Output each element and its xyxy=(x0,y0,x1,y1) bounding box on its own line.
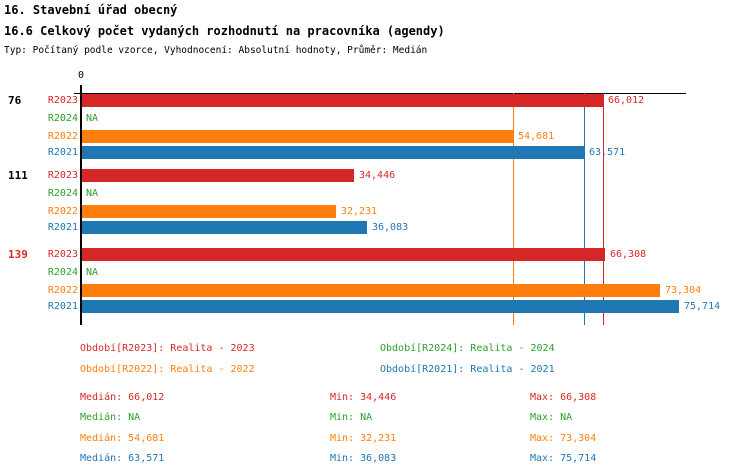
legend-item: Období[R2023]: Realita - 2023 xyxy=(80,343,255,354)
bar-value-label: 54,681 xyxy=(518,131,555,142)
bar-r2022 xyxy=(82,284,660,297)
reference-line-r2022 xyxy=(513,93,514,325)
legend-item: Období[R2022]: Realita - 2022 xyxy=(80,364,255,375)
reference-line-r2023 xyxy=(603,93,604,325)
chart-subtitle: 16.6 Celkový počet vydaných rozhodnutí n… xyxy=(4,24,445,38)
bar-value-label: 66,308 xyxy=(610,249,647,260)
median-cell: Medián: 66,012 xyxy=(80,392,165,403)
bar-r2023 xyxy=(82,248,605,261)
row-label-r2024: R2024 xyxy=(47,113,78,124)
min-cell: Min: 34,446 xyxy=(330,392,397,403)
row-label-r2023: R2023 xyxy=(47,170,78,181)
bar-r2022 xyxy=(82,130,513,143)
legend-item: Období[R2021]: Realita - 2021 xyxy=(380,364,555,375)
axis-origin-label: 0 xyxy=(77,70,85,81)
page-title: 16. Stavební úřad obecný xyxy=(4,3,178,17)
group-label: 76 xyxy=(8,94,22,107)
bar-value-label: NA xyxy=(86,188,99,199)
bar-r2021 xyxy=(82,146,584,159)
row-label-r2024: R2024 xyxy=(47,267,78,278)
bar-r2023 xyxy=(82,169,354,182)
x-axis-top-line xyxy=(74,93,686,94)
bar-r2022 xyxy=(82,205,336,218)
bar-value-label: NA xyxy=(86,267,99,278)
row-label-r2024: R2024 xyxy=(47,188,78,199)
min-cell: Min: 36,083 xyxy=(330,453,397,464)
median-cell: Medián: 63,571 xyxy=(80,453,165,464)
bar-r2021 xyxy=(82,221,367,234)
bar-value-label: 66,012 xyxy=(608,95,645,106)
chart-meta-line: Typ: Počítaný podle vzorce, Vyhodnocení:… xyxy=(4,45,428,56)
bar-value-label: 75,714 xyxy=(684,301,721,312)
row-label-r2023: R2023 xyxy=(47,249,78,260)
max-cell: Max: NA xyxy=(530,412,573,423)
y-axis-line xyxy=(80,85,82,325)
row-label-r2022: R2022 xyxy=(47,131,78,142)
bar-value-label: 63,571 xyxy=(589,147,626,158)
max-cell: Max: 73,304 xyxy=(530,433,597,444)
max-cell: Max: 75,714 xyxy=(530,453,597,464)
bar-value-label: 36,083 xyxy=(372,222,409,233)
bar-r2023 xyxy=(82,94,603,107)
median-cell: Medián: NA xyxy=(80,412,141,423)
bar-value-label: NA xyxy=(86,113,99,124)
min-cell: Min: 32,231 xyxy=(330,433,397,444)
row-label-r2021: R2021 xyxy=(47,222,78,233)
bar-value-label: 34,446 xyxy=(359,170,396,181)
max-cell: Max: 66,308 xyxy=(530,392,597,403)
group-label: 139 xyxy=(8,248,28,261)
bar-r2021 xyxy=(82,300,679,313)
median-cell: Medián: 54,681 xyxy=(80,433,165,444)
row-label-r2021: R2021 xyxy=(47,301,78,312)
legend-item: Období[R2024]: Realita - 2024 xyxy=(380,343,555,354)
row-label-r2023: R2023 xyxy=(47,95,78,106)
group-label: 111 xyxy=(8,169,28,182)
bar-value-label: 32,231 xyxy=(341,206,378,217)
min-cell: Min: NA xyxy=(330,412,373,423)
bar-value-label: 73,304 xyxy=(665,285,702,296)
row-label-r2022: R2022 xyxy=(47,206,78,217)
row-label-r2021: R2021 xyxy=(47,147,78,158)
row-label-r2022: R2022 xyxy=(47,285,78,296)
reference-line-r2021 xyxy=(584,93,585,325)
